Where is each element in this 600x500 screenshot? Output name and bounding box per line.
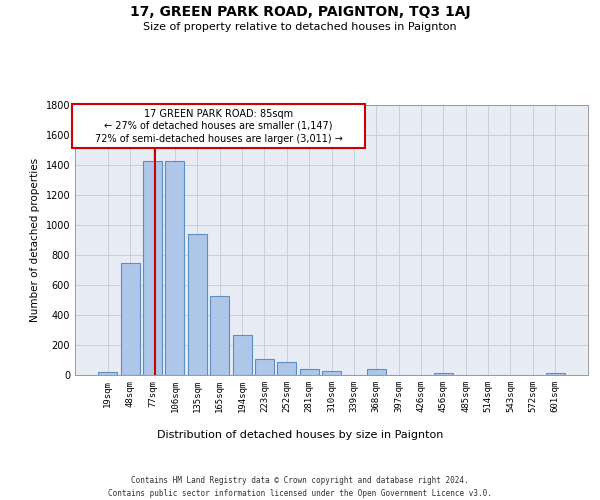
Bar xyxy=(210,296,229,375)
Bar xyxy=(98,372,118,375)
Bar xyxy=(233,335,251,375)
Text: 72% of semi-detached houses are larger (3,011) →: 72% of semi-detached houses are larger (… xyxy=(95,134,343,144)
Bar xyxy=(545,373,565,375)
Text: Size of property relative to detached houses in Paignton: Size of property relative to detached ho… xyxy=(143,22,457,32)
Bar xyxy=(367,370,386,375)
Y-axis label: Number of detached properties: Number of detached properties xyxy=(30,158,40,322)
Bar xyxy=(434,373,453,375)
Bar xyxy=(322,371,341,375)
Text: 17 GREEN PARK ROAD: 85sqm: 17 GREEN PARK ROAD: 85sqm xyxy=(144,109,293,119)
Bar xyxy=(277,362,296,375)
Bar xyxy=(121,263,140,375)
Bar xyxy=(255,359,274,375)
Bar xyxy=(299,370,319,375)
Bar xyxy=(143,161,162,375)
Text: 17, GREEN PARK ROAD, PAIGNTON, TQ3 1AJ: 17, GREEN PARK ROAD, PAIGNTON, TQ3 1AJ xyxy=(130,5,470,19)
Bar xyxy=(166,161,184,375)
FancyBboxPatch shape xyxy=(73,104,365,148)
Bar xyxy=(188,234,207,375)
Text: Contains HM Land Registry data © Crown copyright and database right 2024.
Contai: Contains HM Land Registry data © Crown c… xyxy=(108,476,492,498)
Text: ← 27% of detached houses are smaller (1,147): ← 27% of detached houses are smaller (1,… xyxy=(104,121,333,131)
Text: Distribution of detached houses by size in Paignton: Distribution of detached houses by size … xyxy=(157,430,443,440)
